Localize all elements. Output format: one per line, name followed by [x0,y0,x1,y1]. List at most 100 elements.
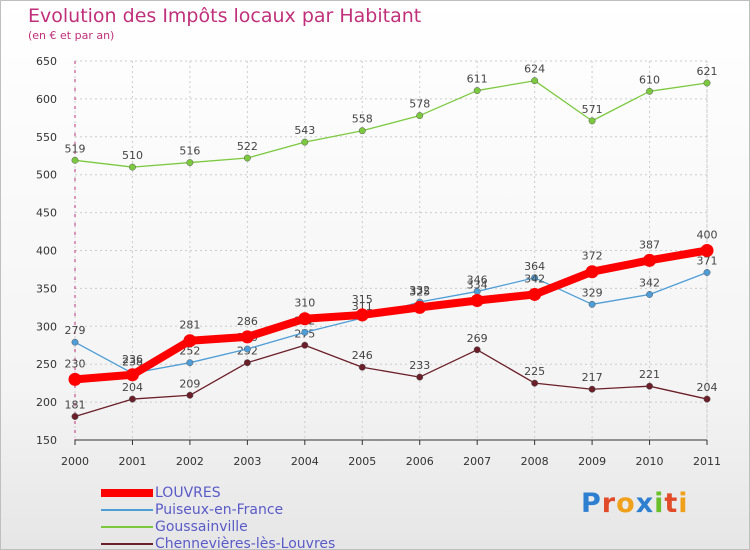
data-label: 516 [179,145,200,158]
data-label: 281 [179,319,200,332]
data-point [71,156,79,164]
y-tick-label: 250 [36,358,57,371]
data-label: 621 [697,65,718,78]
data-label: 332 [409,284,430,297]
data-point [470,294,484,308]
data-point [301,138,309,146]
data-point [588,385,596,393]
legend: LOUVRES Puiseux-en-France Goussainville Che… [101,484,336,550]
data-point [186,391,194,399]
data-point [588,117,596,125]
data-label: 209 [179,377,200,390]
data-label: 342 [639,276,660,289]
data-label: 571 [582,103,603,116]
logo-letter: i [654,488,665,519]
data-point [703,269,711,276]
y-tick-label: 500 [36,169,57,182]
data-label: 246 [352,349,373,362]
data-label: 217 [582,371,603,384]
data-label: 225 [524,365,545,378]
data-point [301,341,309,349]
y-tick-label: 350 [36,282,57,295]
x-tick-label: 2000 [61,455,89,468]
data-label: 269 [467,332,488,345]
data-label: 204 [697,381,718,394]
series-line [74,344,708,418]
logo-letter: t [664,488,679,519]
data-point [646,291,653,298]
data-point [240,330,254,344]
chart-subtitle: (en € et par an) [28,29,115,42]
data-point [700,244,714,257]
data-point [646,382,653,390]
data-point [68,372,82,386]
data-label: 387 [639,238,660,251]
data-point [186,159,194,167]
data-label: 233 [409,359,430,372]
legend-label: Goussainville [155,518,248,535]
y-tick-label: 400 [36,245,57,258]
data-label: 558 [352,113,373,126]
data-label: 279 [65,324,86,337]
data-point [416,373,424,381]
series-line [74,80,708,168]
data-point [473,346,481,354]
data-label: 610 [639,73,660,86]
data-label: 578 [409,98,430,111]
data-label: 371 [697,254,718,267]
data-label: 310 [294,297,315,310]
x-tick-label: 2011 [693,455,721,468]
data-label: 543 [294,124,315,137]
x-tick-label: 2006 [406,455,434,468]
data-point [186,359,194,367]
legend-swatch [101,508,153,511]
data-point [243,154,251,162]
y-tick-label: 600 [36,93,57,106]
data-point [531,274,539,282]
legend-label: Puiseux-en-France [155,501,284,518]
data-label: 342 [524,272,545,285]
logo-letter: i [678,488,689,519]
data-label: 311 [352,300,373,313]
legend-label: Chennevières-lès-Louvres [155,535,336,550]
data-label: 510 [122,149,143,162]
data-label: 221 [639,368,660,381]
data-point [413,300,427,314]
data-label: 204 [122,381,143,394]
data-point [129,163,136,171]
x-tick-label: 2009 [578,455,606,468]
data-point [703,395,711,403]
data-label: 364 [524,260,545,273]
data-label: 286 [237,315,258,328]
data-point [243,359,251,367]
legend-swatch [101,525,153,528]
y-tick-label: 300 [36,320,57,333]
data-point [358,127,366,135]
data-label: 315 [352,293,373,306]
logo-letter: r [601,488,617,519]
legend-item: LOUVRES [101,484,335,501]
data-point [531,379,539,387]
data-label: 325 [409,285,430,298]
data-point [358,363,366,371]
data-point [416,112,424,120]
logo-letter: o [616,488,636,519]
x-tick-label: 2005 [348,455,376,468]
legend-item: Chennevières-lès-Louvres [101,535,336,550]
y-tick-label: 550 [36,131,57,144]
x-tick-label: 2008 [521,455,549,468]
x-tick-label: 2007 [463,455,491,468]
data-label: 522 [237,140,258,153]
x-tick-label: 2002 [176,455,204,468]
data-point [125,368,139,382]
data-label: 236 [122,353,143,366]
data-point [703,79,711,87]
data-label: 329 [582,286,603,299]
x-tick-label: 2010 [636,455,664,468]
x-tick-label: 2004 [291,455,319,468]
series-line [74,271,708,374]
data-label: 372 [582,250,603,263]
logo-letter: x [635,488,655,519]
